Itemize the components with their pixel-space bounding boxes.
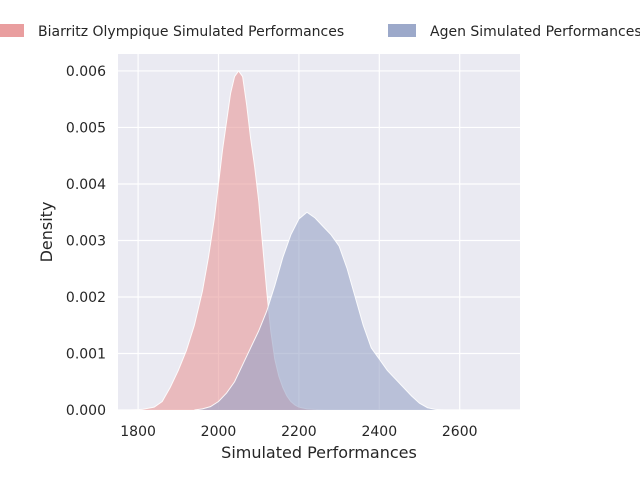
x-tick-label: 2200 [281,424,317,440]
density-area-series-1 [130,70,332,410]
y-tick-label: 0.002 [66,290,106,306]
legend-label-1: Biarritz Olympique Simulated Performance… [38,24,344,40]
x-tick-label: 2400 [361,424,397,440]
legend-swatch-1 [0,24,24,37]
x-axis-ticks: 1800 2000 2200 2400 2600 [120,424,477,440]
y-tick-label: 0.003 [66,233,106,249]
density-line-series-2 [194,211,512,411]
x-axis-title: Simulated Performances [221,443,417,462]
y-tick-label: 0.005 [66,120,106,136]
y-tick-label: 0.000 [66,403,106,419]
x-tick-label: 2000 [201,424,237,440]
y-tick-label: 0.001 [66,346,106,362]
legend: Biarritz Olympique Simulated Performance… [0,24,640,40]
y-axis-title: Density [37,202,56,263]
density-area-series-2 [194,212,512,410]
legend-swatch-2 [388,24,416,37]
legend-label-2: Agen Simulated Performances [430,24,640,40]
x-tick-label: 2600 [442,424,478,440]
y-tick-label: 0.004 [66,177,106,193]
y-axis-ticks: 0.000 0.001 0.002 0.003 0.004 0.005 0.006 [66,64,106,419]
y-tick-label: 0.006 [66,64,106,80]
x-tick-label: 1800 [120,424,156,440]
series-group [130,70,512,411]
